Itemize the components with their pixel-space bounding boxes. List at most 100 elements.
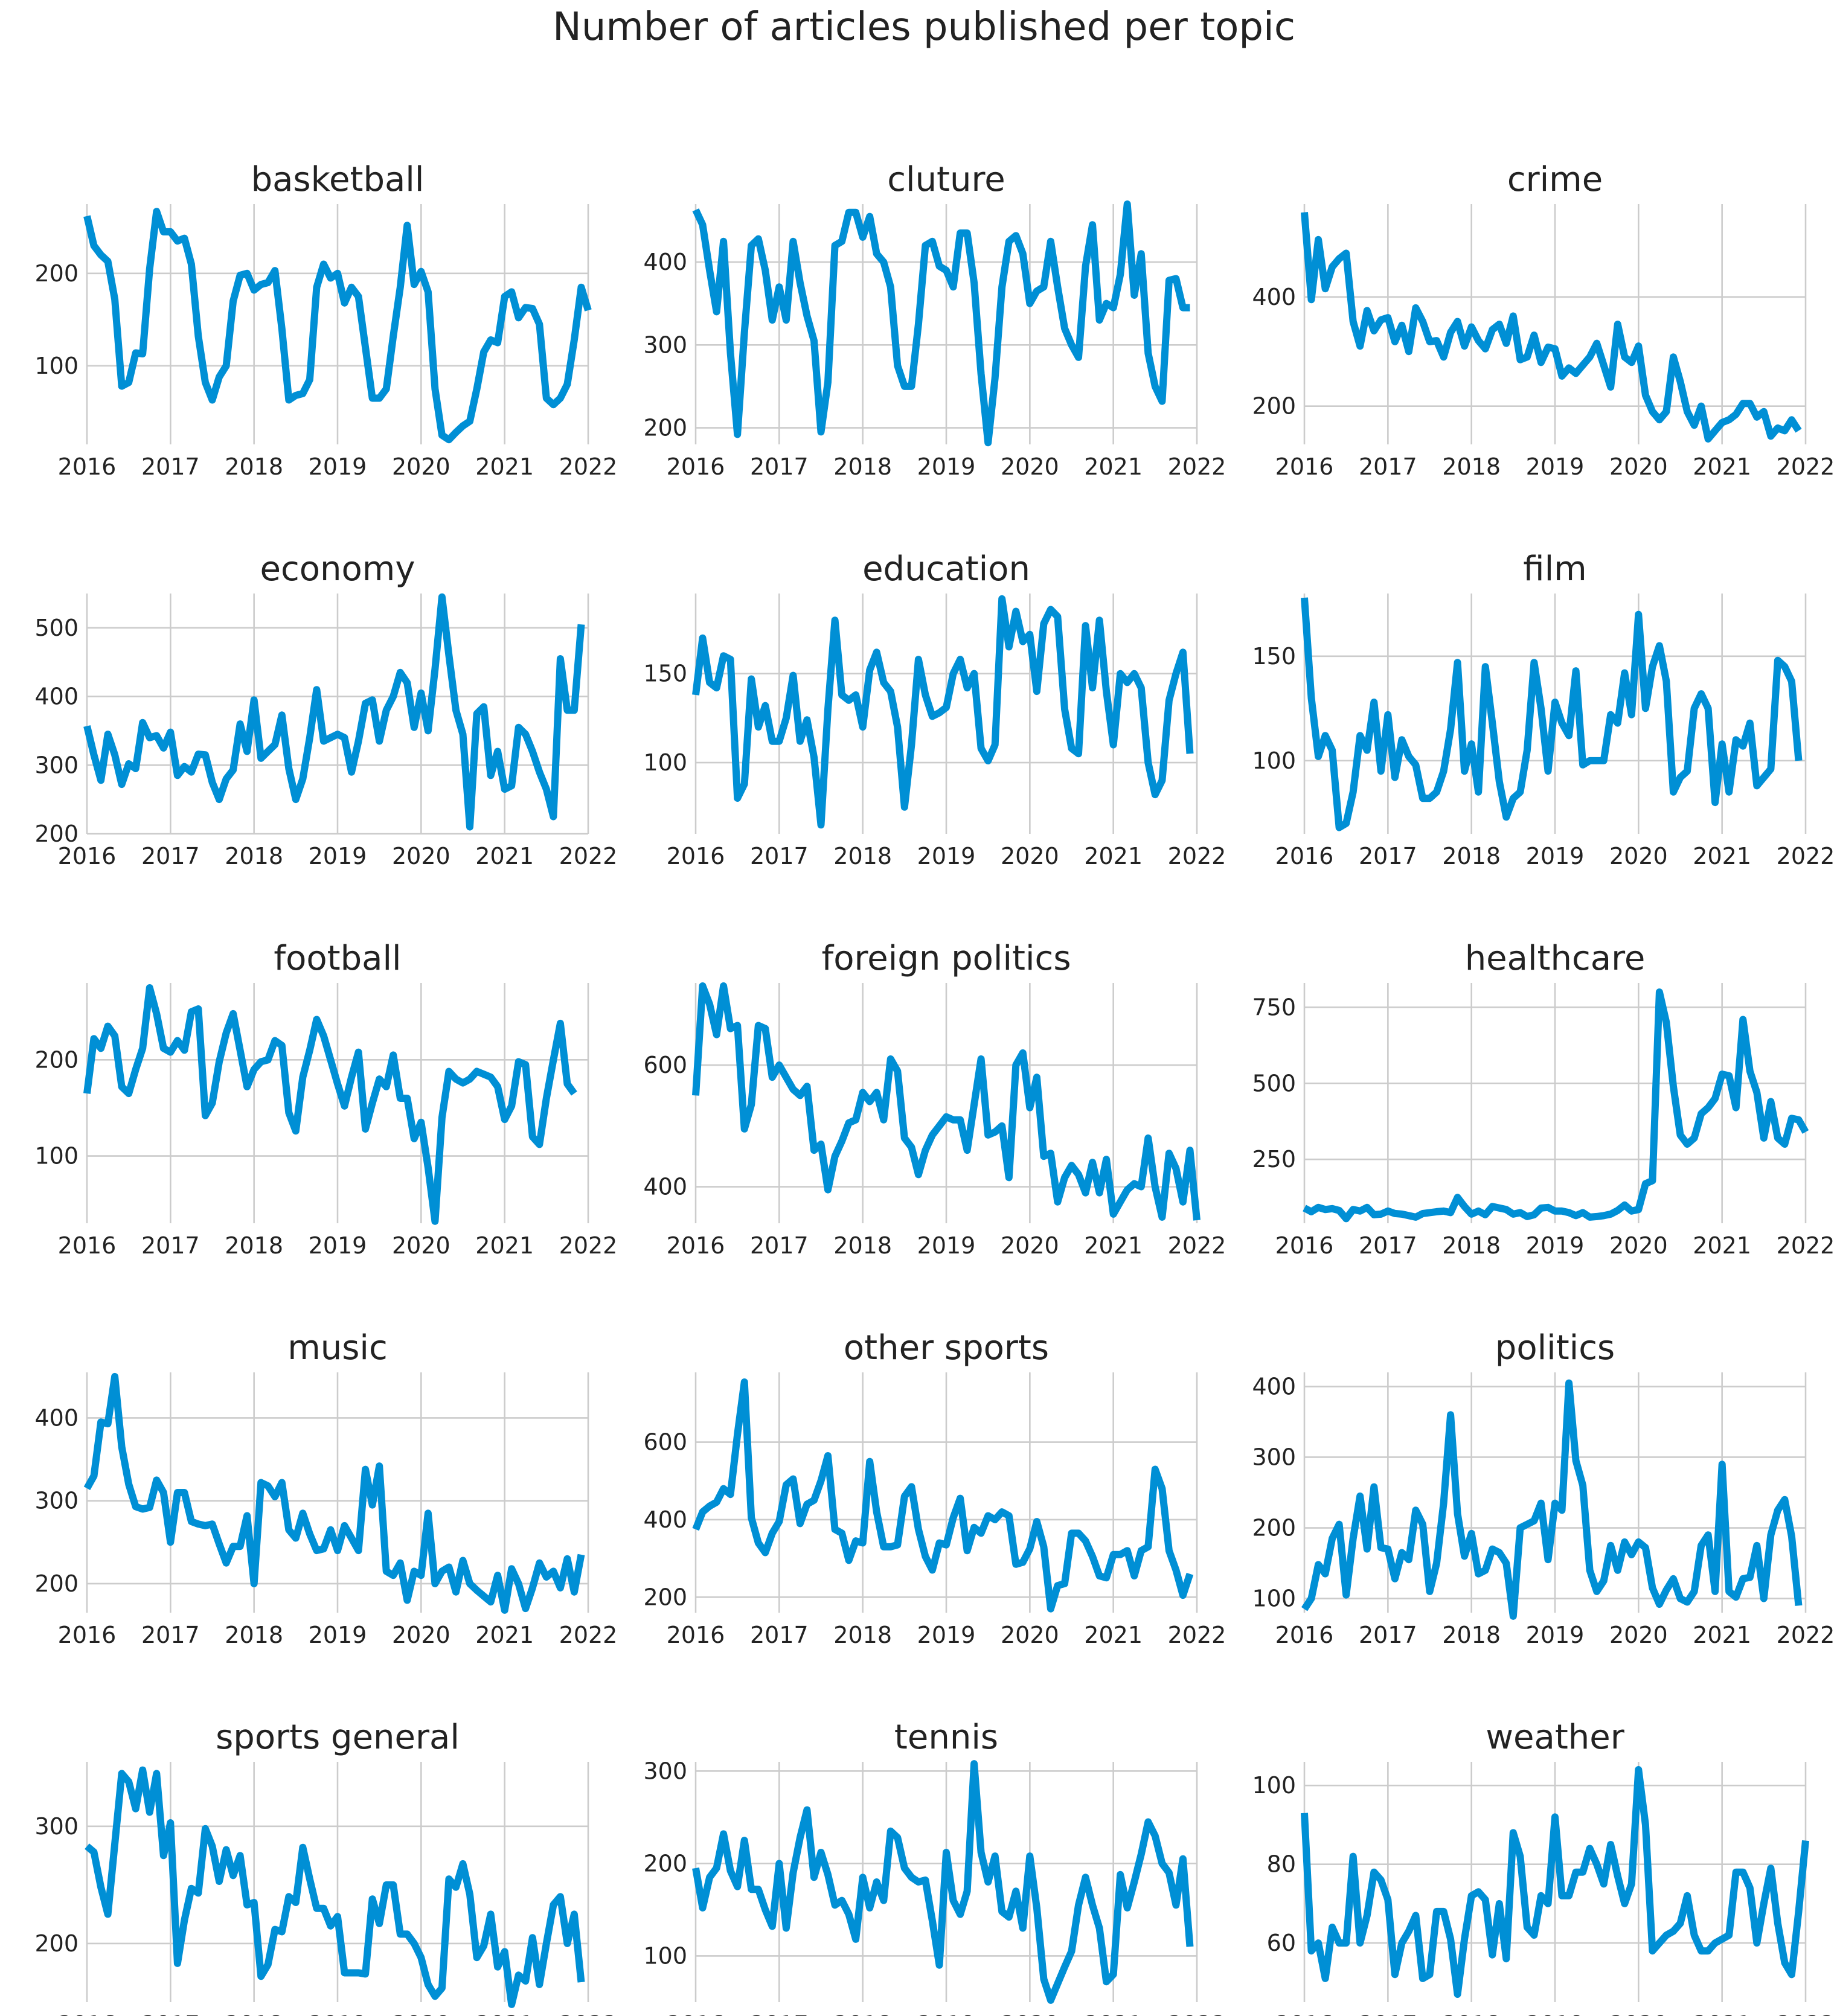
x-tick-label: 2021 (1084, 1622, 1143, 1648)
x-tick-label: 2018 (1442, 843, 1501, 869)
y-tick-label: 100 (1252, 1772, 1296, 1799)
panel-sports-general: sports general 2016 2017 2018 2019 2020 2021 20… (34, 1718, 617, 2016)
panel-football: football 2016 2017 2018 2019 2020 2021 2022 100 2… (34, 939, 617, 1259)
y-tick-label: 300 (34, 1813, 79, 1840)
series-line-politics (1301, 1379, 1803, 1620)
x-tick-label: 2021 (1693, 2011, 1751, 2016)
x-tick-label: 2017 (1359, 843, 1417, 869)
series-line-foreign-politics (692, 982, 1201, 1221)
series-line-cluture (692, 200, 1190, 447)
x-tick-label: 2018 (225, 1232, 283, 1259)
x-tick-label: 2018 (225, 2011, 283, 2016)
series-line-football (83, 984, 577, 1225)
y-tick-label: 150 (643, 661, 687, 687)
series-line-music (83, 1372, 585, 1614)
y-tick-label: 300 (643, 331, 687, 358)
x-tick-label: 2018 (833, 453, 892, 480)
y-tick-label: 500 (34, 615, 79, 641)
y-tick-label: 600 (643, 1429, 687, 1456)
y-tick-label: 200 (1252, 1515, 1296, 1541)
x-tick-label: 2022 (559, 843, 618, 869)
panel-title-foreign-politics: foreign politics (821, 939, 1071, 978)
panel-title-tennis: tennis (894, 1718, 998, 1757)
panel-title-sports-general: sports general (216, 1718, 460, 1757)
series-line-basketball (83, 208, 592, 444)
series-line-economy (83, 593, 585, 831)
x-tick-label: 2017 (1359, 1232, 1417, 1259)
y-tick-label: 200 (643, 1850, 687, 1877)
y-tick-label: 200 (34, 260, 79, 287)
x-tick-label: 2016 (667, 1232, 725, 1259)
y-tick-label: 400 (1252, 284, 1296, 310)
panel-basketball: basketball 2016 2017 2018 2019 2020 2021 2022 10… (34, 160, 617, 480)
x-tick-label: 2020 (1609, 1622, 1668, 1648)
x-tick-label: 2022 (559, 1622, 618, 1648)
y-tick-label: 400 (34, 1404, 79, 1431)
x-tick-label: 2021 (475, 1622, 534, 1648)
panel-crime: crime 2016 2017 2018 2019 2020 2021 2022 200 400 (1252, 160, 1835, 480)
x-tick-label: 2016 (667, 2011, 725, 2016)
x-tick-label: 2017 (1359, 2011, 1417, 2016)
panel-title-weather: weather (1486, 1718, 1624, 1757)
x-tick-label: 2019 (917, 453, 976, 480)
y-tick-label: 80 (1267, 1851, 1296, 1878)
x-tick-label: 2018 (833, 2011, 892, 2016)
x-tick-label: 2022 (559, 1232, 618, 1259)
y-tick-label: 100 (34, 1143, 79, 1170)
y-tick-label: 400 (643, 1174, 687, 1200)
x-tick-label: 2016 (58, 1622, 117, 1648)
x-tick-label: 2019 (1526, 1622, 1585, 1648)
x-tick-label: 2019 (1526, 2011, 1585, 2016)
x-tick-label: 2020 (1001, 1622, 1059, 1648)
panel-foreign-politics: foreign politics 2016 2017 2018 2019 2020 2021… (643, 939, 1226, 1259)
x-tick-label: 2018 (833, 843, 892, 869)
x-tick-label: 2021 (475, 843, 534, 869)
x-tick-label: 2020 (1001, 2011, 1059, 2016)
x-tick-label: 2017 (141, 2011, 200, 2016)
y-tick-label: 300 (1252, 1444, 1296, 1470)
x-tick-label: 2019 (309, 2011, 367, 2016)
panel-politics: politics 2016 2017 2018 2019 2020 2021 2022 100 2… (1252, 1328, 1835, 1648)
x-tick-label: 2020 (1609, 843, 1668, 869)
series-line-tennis (692, 1760, 1194, 2004)
x-tick-label: 2016 (58, 843, 117, 869)
x-tick-label: 2017 (141, 1622, 200, 1648)
x-tick-label: 2020 (1609, 453, 1668, 480)
x-tick-label: 2016 (667, 843, 725, 869)
x-tick-label: 2017 (1359, 1622, 1417, 1648)
y-tick-label: 200 (34, 1046, 79, 1073)
y-tick-label: 400 (1252, 1373, 1296, 1400)
x-tick-label: 2016 (58, 1232, 117, 1259)
x-tick-label: 2016 (667, 1622, 725, 1648)
x-tick-label: 2018 (1442, 2011, 1501, 2016)
series-line-film (1301, 597, 1803, 831)
panel-title-economy: economy (260, 549, 415, 589)
panel-music: music 2016 2017 2018 2019 2020 2021 2022 200 300 4… (34, 1328, 617, 1648)
x-tick-label: 2021 (1693, 453, 1751, 480)
y-tick-label: 200 (643, 1584, 687, 1610)
x-tick-label: 2022 (559, 2011, 618, 2016)
x-tick-label: 2017 (750, 843, 809, 869)
x-tick-label: 2020 (1001, 843, 1059, 869)
x-tick-label: 2019 (1526, 453, 1585, 480)
x-tick-label: 2016 (58, 453, 117, 480)
x-tick-label: 2021 (1084, 843, 1143, 869)
series-line-crime (1301, 212, 1802, 443)
x-tick-label: 2019 (309, 843, 367, 869)
series-line-sports-general (85, 1766, 585, 2008)
x-tick-label: 2017 (750, 1232, 809, 1259)
x-tick-label: 2021 (475, 2011, 534, 2016)
y-tick-label: 100 (34, 353, 79, 379)
x-tick-label: 2018 (1442, 453, 1501, 480)
x-tick-label: 2018 (225, 453, 283, 480)
y-tick-label: 150 (1252, 643, 1296, 670)
series-line-education (692, 595, 1194, 829)
panel-title-basketball: basketball (251, 160, 425, 199)
panel-title-education: education (862, 549, 1030, 589)
y-tick-label: 200 (34, 1570, 79, 1597)
panels-grid: basketball 2016 2017 2018 2019 2020 2021 2022 10… (34, 160, 1835, 2016)
panel-title-crime: crime (1507, 160, 1603, 199)
y-tick-label: 100 (643, 1942, 687, 1969)
x-tick-label: 2019 (917, 2011, 976, 2016)
